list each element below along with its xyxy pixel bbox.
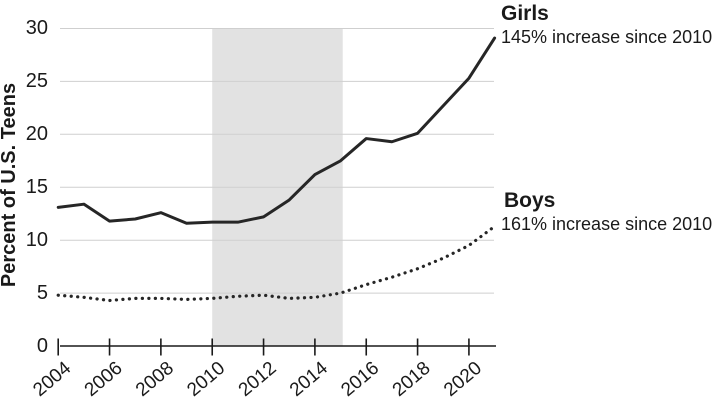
svg-text:25: 25 <box>26 70 48 92</box>
svg-text:5: 5 <box>37 282 48 304</box>
svg-text:30: 30 <box>26 17 48 39</box>
svg-text:2004: 2004 <box>29 357 75 401</box>
svg-text:2008: 2008 <box>132 358 178 401</box>
svg-text:Percent of U.S. Teens: Percent of U.S. Teens <box>0 83 20 287</box>
svg-text:161% increase since 2010: 161% increase since 2010 <box>501 214 712 234</box>
svg-text:10: 10 <box>26 229 48 251</box>
svg-text:2014: 2014 <box>286 357 332 401</box>
svg-text:2016: 2016 <box>337 358 383 401</box>
svg-text:Boys: Boys <box>504 189 555 212</box>
svg-text:2006: 2006 <box>81 358 127 401</box>
svg-text:2012: 2012 <box>235 358 281 401</box>
svg-text:2010: 2010 <box>183 358 229 401</box>
svg-text:20: 20 <box>26 123 48 145</box>
svg-text:15: 15 <box>26 176 48 198</box>
svg-text:145% increase since 2010: 145% increase since 2010 <box>501 27 712 47</box>
svg-text:2018: 2018 <box>389 358 435 401</box>
svg-text:2020: 2020 <box>440 358 486 401</box>
svg-text:Girls: Girls <box>501 2 549 25</box>
svg-text:0: 0 <box>37 335 48 357</box>
